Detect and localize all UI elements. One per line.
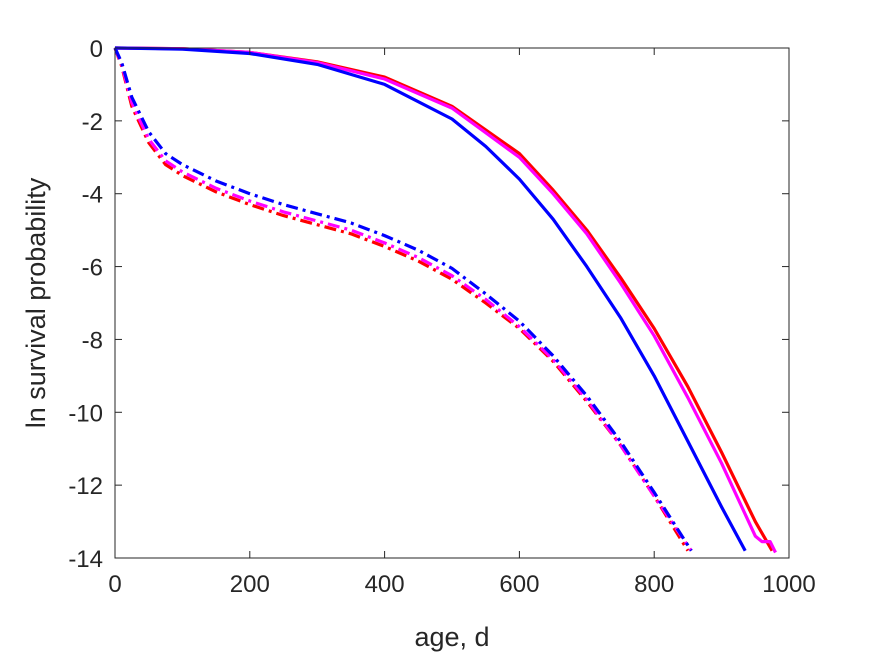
y-tick-label: -8 [82,327,103,354]
y-tick-label: -12 [68,473,103,500]
x-tick-label: 200 [230,571,270,598]
y-axis-label: ln survival probability [21,177,51,428]
x-tick-label: 600 [499,571,539,598]
solid-series-line-1 [114,46,774,552]
axis-ticks: 0 200 400 600 800 1000 0 -2 -4 -6 -8 -10 -12 -14 [68,36,815,598]
solid-series-line-2 [114,46,777,554]
x-tick-label: 400 [365,571,405,598]
y-tick-label: -2 [82,109,103,136]
plot-area [113,46,777,554]
solid-series-line-3 [114,46,747,552]
y-tick-label: -14 [68,546,103,573]
dashdot-series-line-4 [113,47,690,552]
x-axis-label: age, d [414,622,489,652]
dashdot-series-line-6 [113,47,693,552]
y-tick-label: -4 [82,182,103,209]
x-tick-label: 0 [108,571,121,598]
x-tick-label: 1000 [762,571,815,598]
dashdot-series-line-5 [113,47,693,552]
x-tick-label: 800 [634,571,674,598]
y-tick-label: 0 [90,36,103,63]
y-tick-label: -10 [68,400,103,427]
axes-box [114,47,790,559]
y-tick-label: -6 [82,255,103,282]
